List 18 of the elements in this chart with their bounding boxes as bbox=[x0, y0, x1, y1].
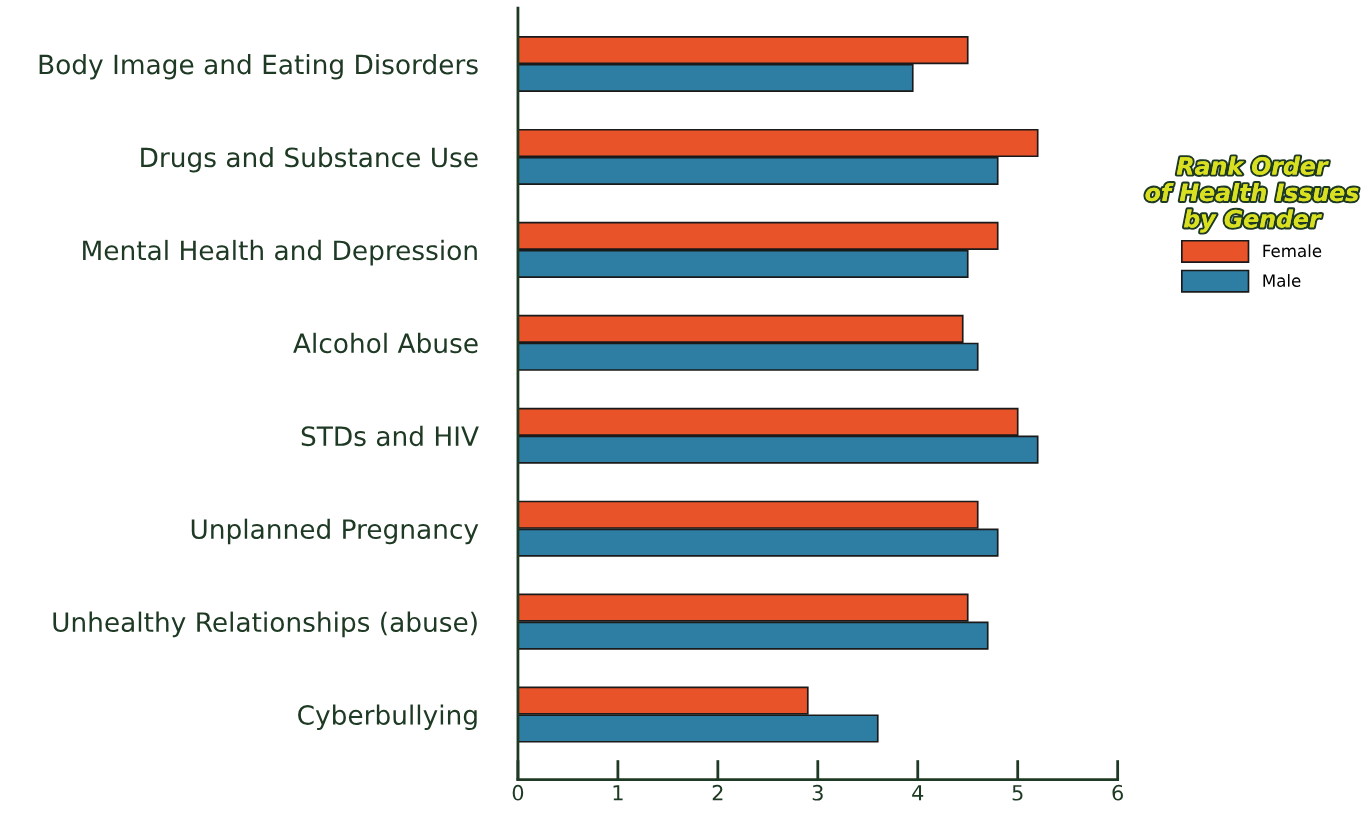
y-tick-label: Body Image and Eating Disorders bbox=[39, 53, 478, 80]
x-tick-label: 6 bbox=[1112, 784, 1123, 801]
y-tick-label: Unhealthy Relationships (abuse) bbox=[53, 611, 477, 638]
x-tick-label: 5 bbox=[1012, 785, 1023, 801]
legend-label: Female bbox=[1263, 244, 1322, 258]
legend-title: Rank Order of Health Issues by Gender bbox=[1145, 156, 1359, 233]
x-tick-label: 3 bbox=[812, 784, 823, 801]
y-tick-label: Unplanned Pregnancy bbox=[191, 518, 479, 545]
x-tick-label: 0 bbox=[512, 784, 524, 801]
x-tick-label: 2 bbox=[712, 784, 723, 801]
y-tick-label: Drugs and Substance Use bbox=[141, 146, 478, 173]
y-tick-label: Cyberbullying bbox=[298, 704, 477, 731]
x-tick-label: 4 bbox=[912, 785, 924, 801]
y-tick-label: Mental Health and Depression bbox=[83, 239, 477, 266]
legend-label: Male bbox=[1263, 274, 1301, 287]
y-tick-label: Alcohol Abuse bbox=[293, 332, 478, 354]
x-tick-label: 1 bbox=[613, 785, 623, 801]
y-tick-label: STDs and HIV bbox=[301, 425, 479, 447]
